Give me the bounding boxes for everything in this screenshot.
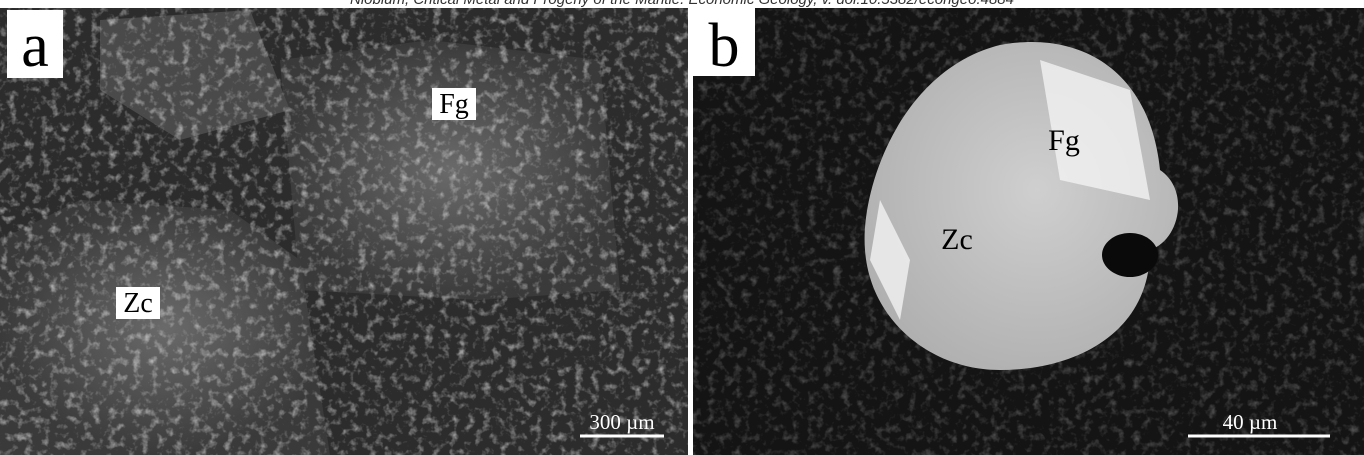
figure-page: Niobium, Critical Metal and Progeny of t… — [0, 0, 1364, 455]
panel-b: b Fg Zc 40 µm — [693, 8, 1364, 455]
panel-label: a — [21, 12, 49, 80]
annotation: Fg — [1048, 124, 1080, 157]
scale-bar-label: 40 µm — [1223, 410, 1278, 434]
texture — [0, 8, 688, 455]
annotation: Fg — [439, 89, 469, 120]
figure: a Fg Zc 300 µm b Fg Zc 40 µm — [0, 0, 1364, 455]
annotation: Zc — [941, 223, 973, 256]
hole — [1102, 233, 1158, 277]
panel-label: b — [709, 12, 740, 80]
scale-bar-label: 300 µm — [589, 410, 654, 434]
panel-a: a Fg Zc 300 µm — [0, 8, 688, 455]
annotation: Zc — [123, 288, 153, 319]
